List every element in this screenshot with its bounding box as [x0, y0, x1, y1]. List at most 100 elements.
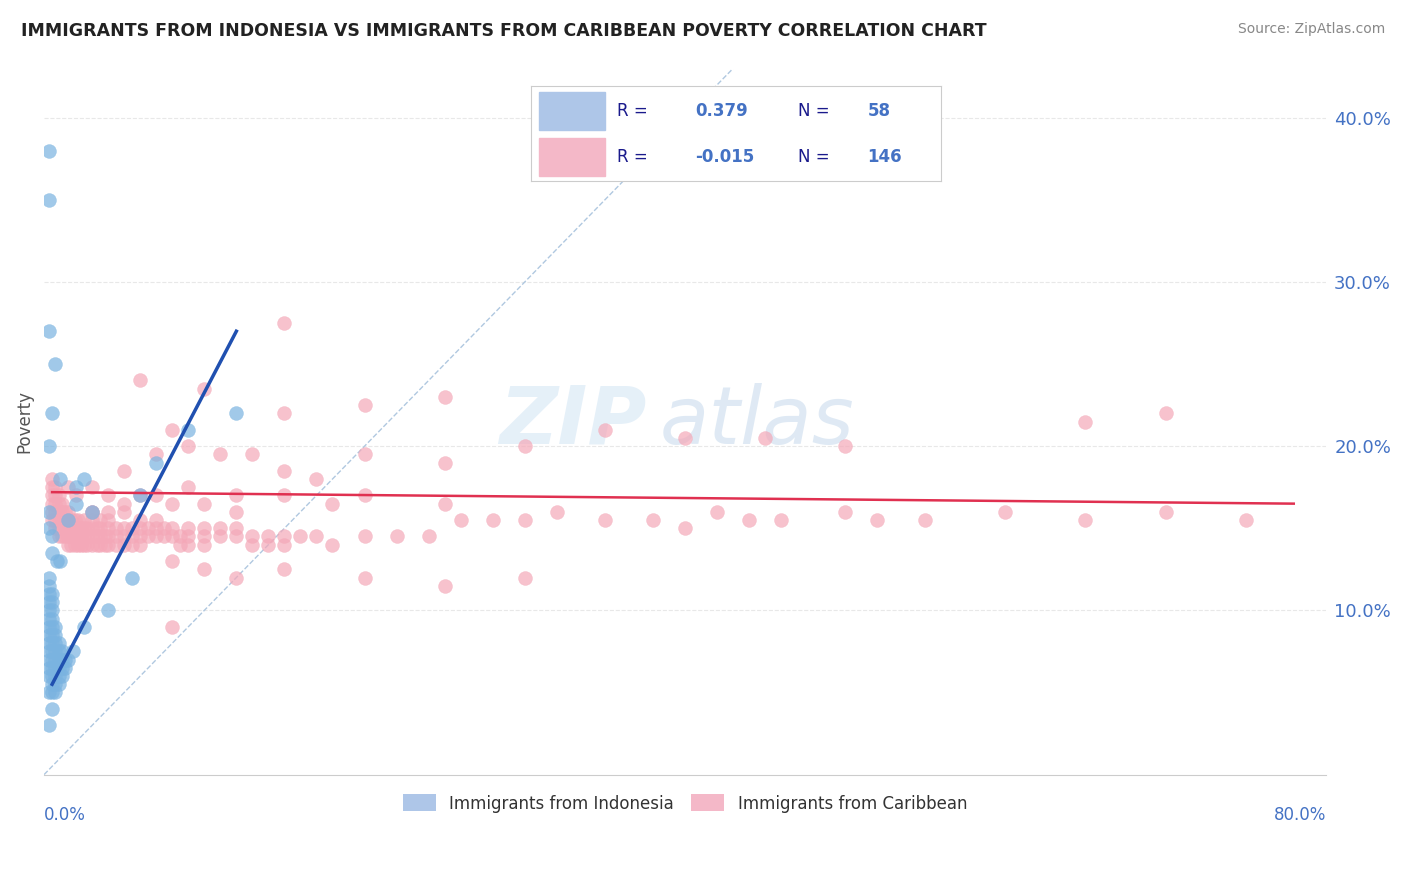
Point: [273, 562, 295, 576]
Point: [242, 529, 264, 543]
Text: Source: ZipAtlas.com: Source: ZipAtlas.com: [1237, 22, 1385, 37]
Point: [193, 382, 215, 396]
Point: [38, 193, 60, 207]
Point: [738, 513, 761, 527]
Point: [82, 538, 104, 552]
Point: [60, 521, 83, 535]
Point: [51, 505, 73, 519]
Point: [73, 620, 96, 634]
Point: [38, 324, 60, 338]
Point: [225, 406, 247, 420]
Point: [290, 529, 312, 543]
Point: [145, 488, 167, 502]
Point: [56, 513, 79, 527]
Point: [38, 685, 60, 699]
Point: [273, 538, 295, 552]
Point: [162, 529, 184, 543]
Point: [242, 447, 264, 461]
Point: [353, 488, 375, 502]
Point: [56, 513, 79, 527]
Point: [48, 636, 70, 650]
Point: [385, 529, 408, 543]
Text: 0.0%: 0.0%: [44, 806, 86, 824]
Point: [70, 521, 93, 535]
Point: [48, 652, 70, 666]
Point: [44, 644, 66, 658]
Point: [41, 497, 63, 511]
Point: [41, 595, 63, 609]
Point: [177, 423, 200, 437]
Point: [48, 521, 70, 535]
Point: [41, 611, 63, 625]
Point: [76, 529, 98, 543]
Point: [433, 390, 456, 404]
Point: [82, 529, 104, 543]
Point: [53, 661, 76, 675]
Text: IMMIGRANTS FROM INDONESIA VS IMMIGRANTS FROM CARIBBEAN POVERTY CORRELATION CHART: IMMIGRANTS FROM INDONESIA VS IMMIGRANTS …: [21, 22, 987, 40]
Point: [70, 529, 93, 543]
Point: [136, 521, 159, 535]
Point: [44, 636, 66, 650]
Point: [86, 521, 108, 535]
Point: [73, 538, 96, 552]
Point: [48, 497, 70, 511]
Point: [112, 505, 135, 519]
Point: [82, 505, 104, 519]
Point: [177, 521, 200, 535]
Point: [56, 529, 79, 543]
Point: [66, 513, 89, 527]
Point: [169, 529, 191, 543]
Point: [44, 480, 66, 494]
Point: [177, 538, 200, 552]
Point: [65, 480, 87, 494]
Text: atlas: atlas: [659, 383, 853, 460]
Point: [305, 529, 328, 543]
Point: [177, 480, 200, 494]
Point: [593, 423, 616, 437]
Point: [62, 644, 84, 658]
Point: [60, 513, 83, 527]
Point: [513, 439, 536, 453]
Point: [41, 628, 63, 642]
Point: [641, 513, 664, 527]
Point: [38, 570, 60, 584]
Point: [193, 529, 215, 543]
Point: [82, 480, 104, 494]
Point: [242, 538, 264, 552]
Point: [129, 374, 152, 388]
Legend: Immigrants from Indonesia, Immigrants from Caribbean: Immigrants from Indonesia, Immigrants fr…: [396, 788, 974, 819]
Point: [51, 669, 73, 683]
Point: [44, 685, 66, 699]
Point: [162, 423, 184, 437]
Point: [1234, 513, 1257, 527]
Point: [53, 521, 76, 535]
Point: [38, 611, 60, 625]
Point: [38, 628, 60, 642]
Point: [225, 570, 247, 584]
Point: [97, 529, 120, 543]
Point: [1074, 513, 1097, 527]
Point: [82, 521, 104, 535]
Point: [48, 661, 70, 675]
Point: [70, 538, 93, 552]
Point: [41, 488, 63, 502]
Point: [273, 464, 295, 478]
Point: [162, 521, 184, 535]
Point: [177, 529, 200, 543]
Point: [97, 488, 120, 502]
Point: [38, 505, 60, 519]
Point: [225, 521, 247, 535]
Point: [1154, 406, 1177, 420]
Point: [38, 661, 60, 675]
Point: [121, 529, 143, 543]
Point: [105, 521, 128, 535]
Point: [38, 595, 60, 609]
Point: [136, 529, 159, 543]
Point: [44, 620, 66, 634]
Point: [994, 505, 1017, 519]
Point: [38, 587, 60, 601]
Point: [112, 529, 135, 543]
Point: [53, 652, 76, 666]
Point: [44, 357, 66, 371]
Point: [44, 513, 66, 527]
